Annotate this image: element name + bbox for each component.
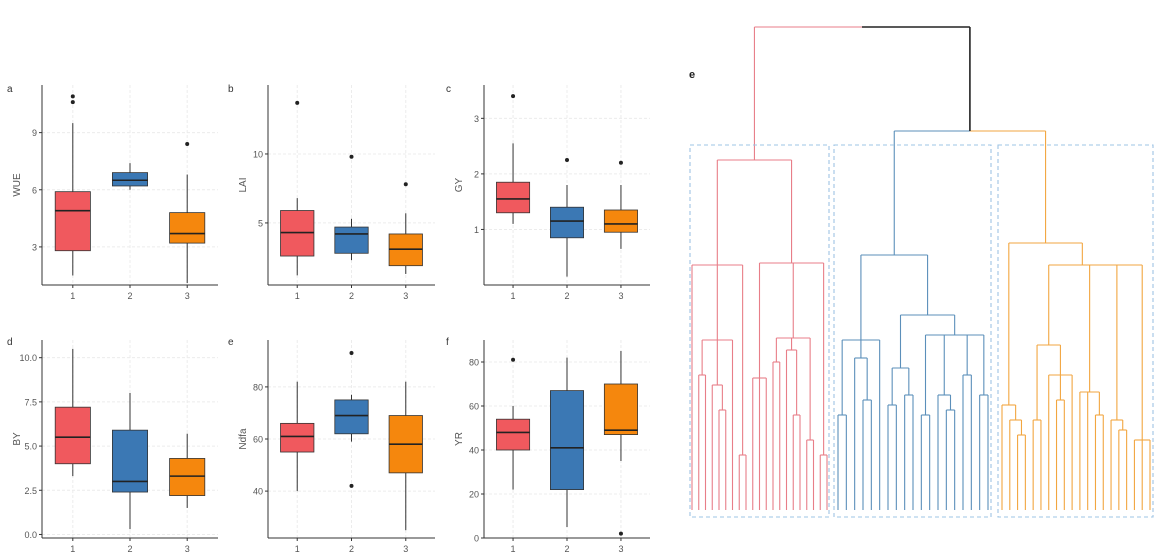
outlier-point [511, 357, 516, 362]
panel-label: c [446, 84, 451, 95]
y-tick-label: 2 [474, 169, 479, 179]
y-axis-label: WUE [12, 173, 23, 197]
outlier-point [70, 100, 75, 105]
box-cluster-2 [112, 429, 149, 493]
x-tick-label: 1 [295, 544, 300, 554]
box-cluster-3 [169, 458, 206, 496]
x-tick-label: 3 [618, 544, 623, 554]
x-tick-label: 3 [403, 291, 408, 301]
dendrogram-panel: e [689, 26, 1154, 518]
x-tick-label: 1 [511, 291, 516, 301]
outlier-point [70, 94, 75, 99]
y-tick-label: 80 [469, 358, 479, 368]
panel-label: e [228, 337, 234, 348]
outlier-point [618, 531, 623, 536]
cluster-box-2 [833, 144, 992, 518]
panel-label: e [689, 69, 695, 81]
x-tick-label: 1 [511, 544, 516, 554]
y-tick-label: 80 [253, 382, 263, 392]
box-cluster-1 [280, 422, 315, 453]
x-tick-label: 3 [618, 291, 623, 301]
box-cluster-1 [496, 181, 531, 214]
outlier-point [565, 158, 569, 162]
y-axis-label: BY [12, 432, 23, 446]
box-cluster-1 [54, 191, 91, 252]
box-cluster-3 [603, 209, 638, 233]
y-tick-label: 6 [32, 185, 37, 195]
x-tick-label: 3 [185, 291, 190, 301]
y-tick-label: 2.5 [24, 486, 37, 496]
y-tick-label: 7.5 [24, 397, 37, 407]
box-cluster-2 [334, 399, 369, 435]
y-tick-label: 10.0 [19, 353, 37, 363]
y-tick-label: 40 [253, 487, 263, 497]
cluster-box-1 [689, 144, 830, 518]
outlier-point [185, 142, 190, 147]
x-tick-label: 2 [564, 544, 569, 554]
box-cluster-3 [603, 383, 638, 435]
x-tick-label: 3 [185, 544, 190, 554]
y-tick-label: 20 [469, 490, 479, 500]
cluster-box-3 [997, 144, 1154, 518]
x-tick-label: 3 [403, 544, 408, 554]
box-cluster-2 [112, 172, 149, 187]
x-tick-label: 2 [127, 291, 132, 301]
x-tick-label: 1 [70, 291, 75, 301]
y-axis-label: Ndfa [238, 428, 249, 450]
y-tick-label: 1 [474, 225, 479, 235]
panel-label: a [7, 84, 13, 95]
box-cluster-2 [334, 226, 369, 254]
outlier-point [403, 182, 408, 187]
x-tick-label: 2 [349, 544, 354, 554]
boxplot-panel-c: 1 2 3 1 2 3 GY c [446, 84, 650, 301]
box-cluster-1 [54, 406, 91, 465]
outlier-point [349, 483, 354, 488]
box-cluster-2 [550, 390, 585, 491]
boxplot-panel-d: 0.0 2.5 5.0 7.5 10.0 1 2 3 BY d [7, 337, 218, 554]
y-tick-label: 0.0 [24, 530, 37, 540]
box-cluster-1 [496, 418, 531, 451]
y-axis-label: LAI [238, 177, 249, 192]
outlier-point [349, 154, 354, 159]
y-tick-label: 60 [469, 402, 479, 412]
y-tick-label: 9 [32, 128, 37, 138]
panel-label: f [446, 337, 449, 348]
y-tick-label: 3 [474, 114, 479, 124]
x-tick-label: 2 [349, 291, 354, 301]
y-tick-label: 40 [469, 446, 479, 456]
y-axis-label: GY [454, 177, 465, 192]
x-tick-label: 1 [295, 291, 300, 301]
box-cluster-3 [169, 212, 206, 244]
y-tick-label: 60 [253, 435, 263, 445]
outlier-point [295, 100, 300, 105]
panel-label: d [7, 337, 13, 348]
x-tick-label: 2 [127, 544, 132, 554]
outlier-point [618, 160, 623, 165]
y-tick-label: 10 [253, 149, 263, 159]
y-tick-label: 5 [258, 218, 263, 228]
x-tick-label: 2 [564, 291, 569, 301]
panel-label: b [228, 84, 234, 95]
y-tick-label: 0 [474, 534, 479, 544]
boxplot-panel-e: 40 60 80 1 2 3 Ndfa e [228, 337, 435, 554]
y-tick-label: 3 [32, 242, 37, 252]
outlier-point [349, 351, 354, 356]
x-tick-label: 1 [70, 544, 75, 554]
y-axis-label: YR [454, 432, 465, 446]
boxplot-panel-f: 0 20 40 60 80 1 2 3 YR f [446, 337, 650, 554]
boxplot-panel-b: 5 10 1 2 3 LAI b [228, 84, 435, 301]
outlier-point [511, 94, 516, 99]
y-tick-label: 5.0 [24, 442, 37, 452]
box-cluster-2 [550, 206, 585, 239]
